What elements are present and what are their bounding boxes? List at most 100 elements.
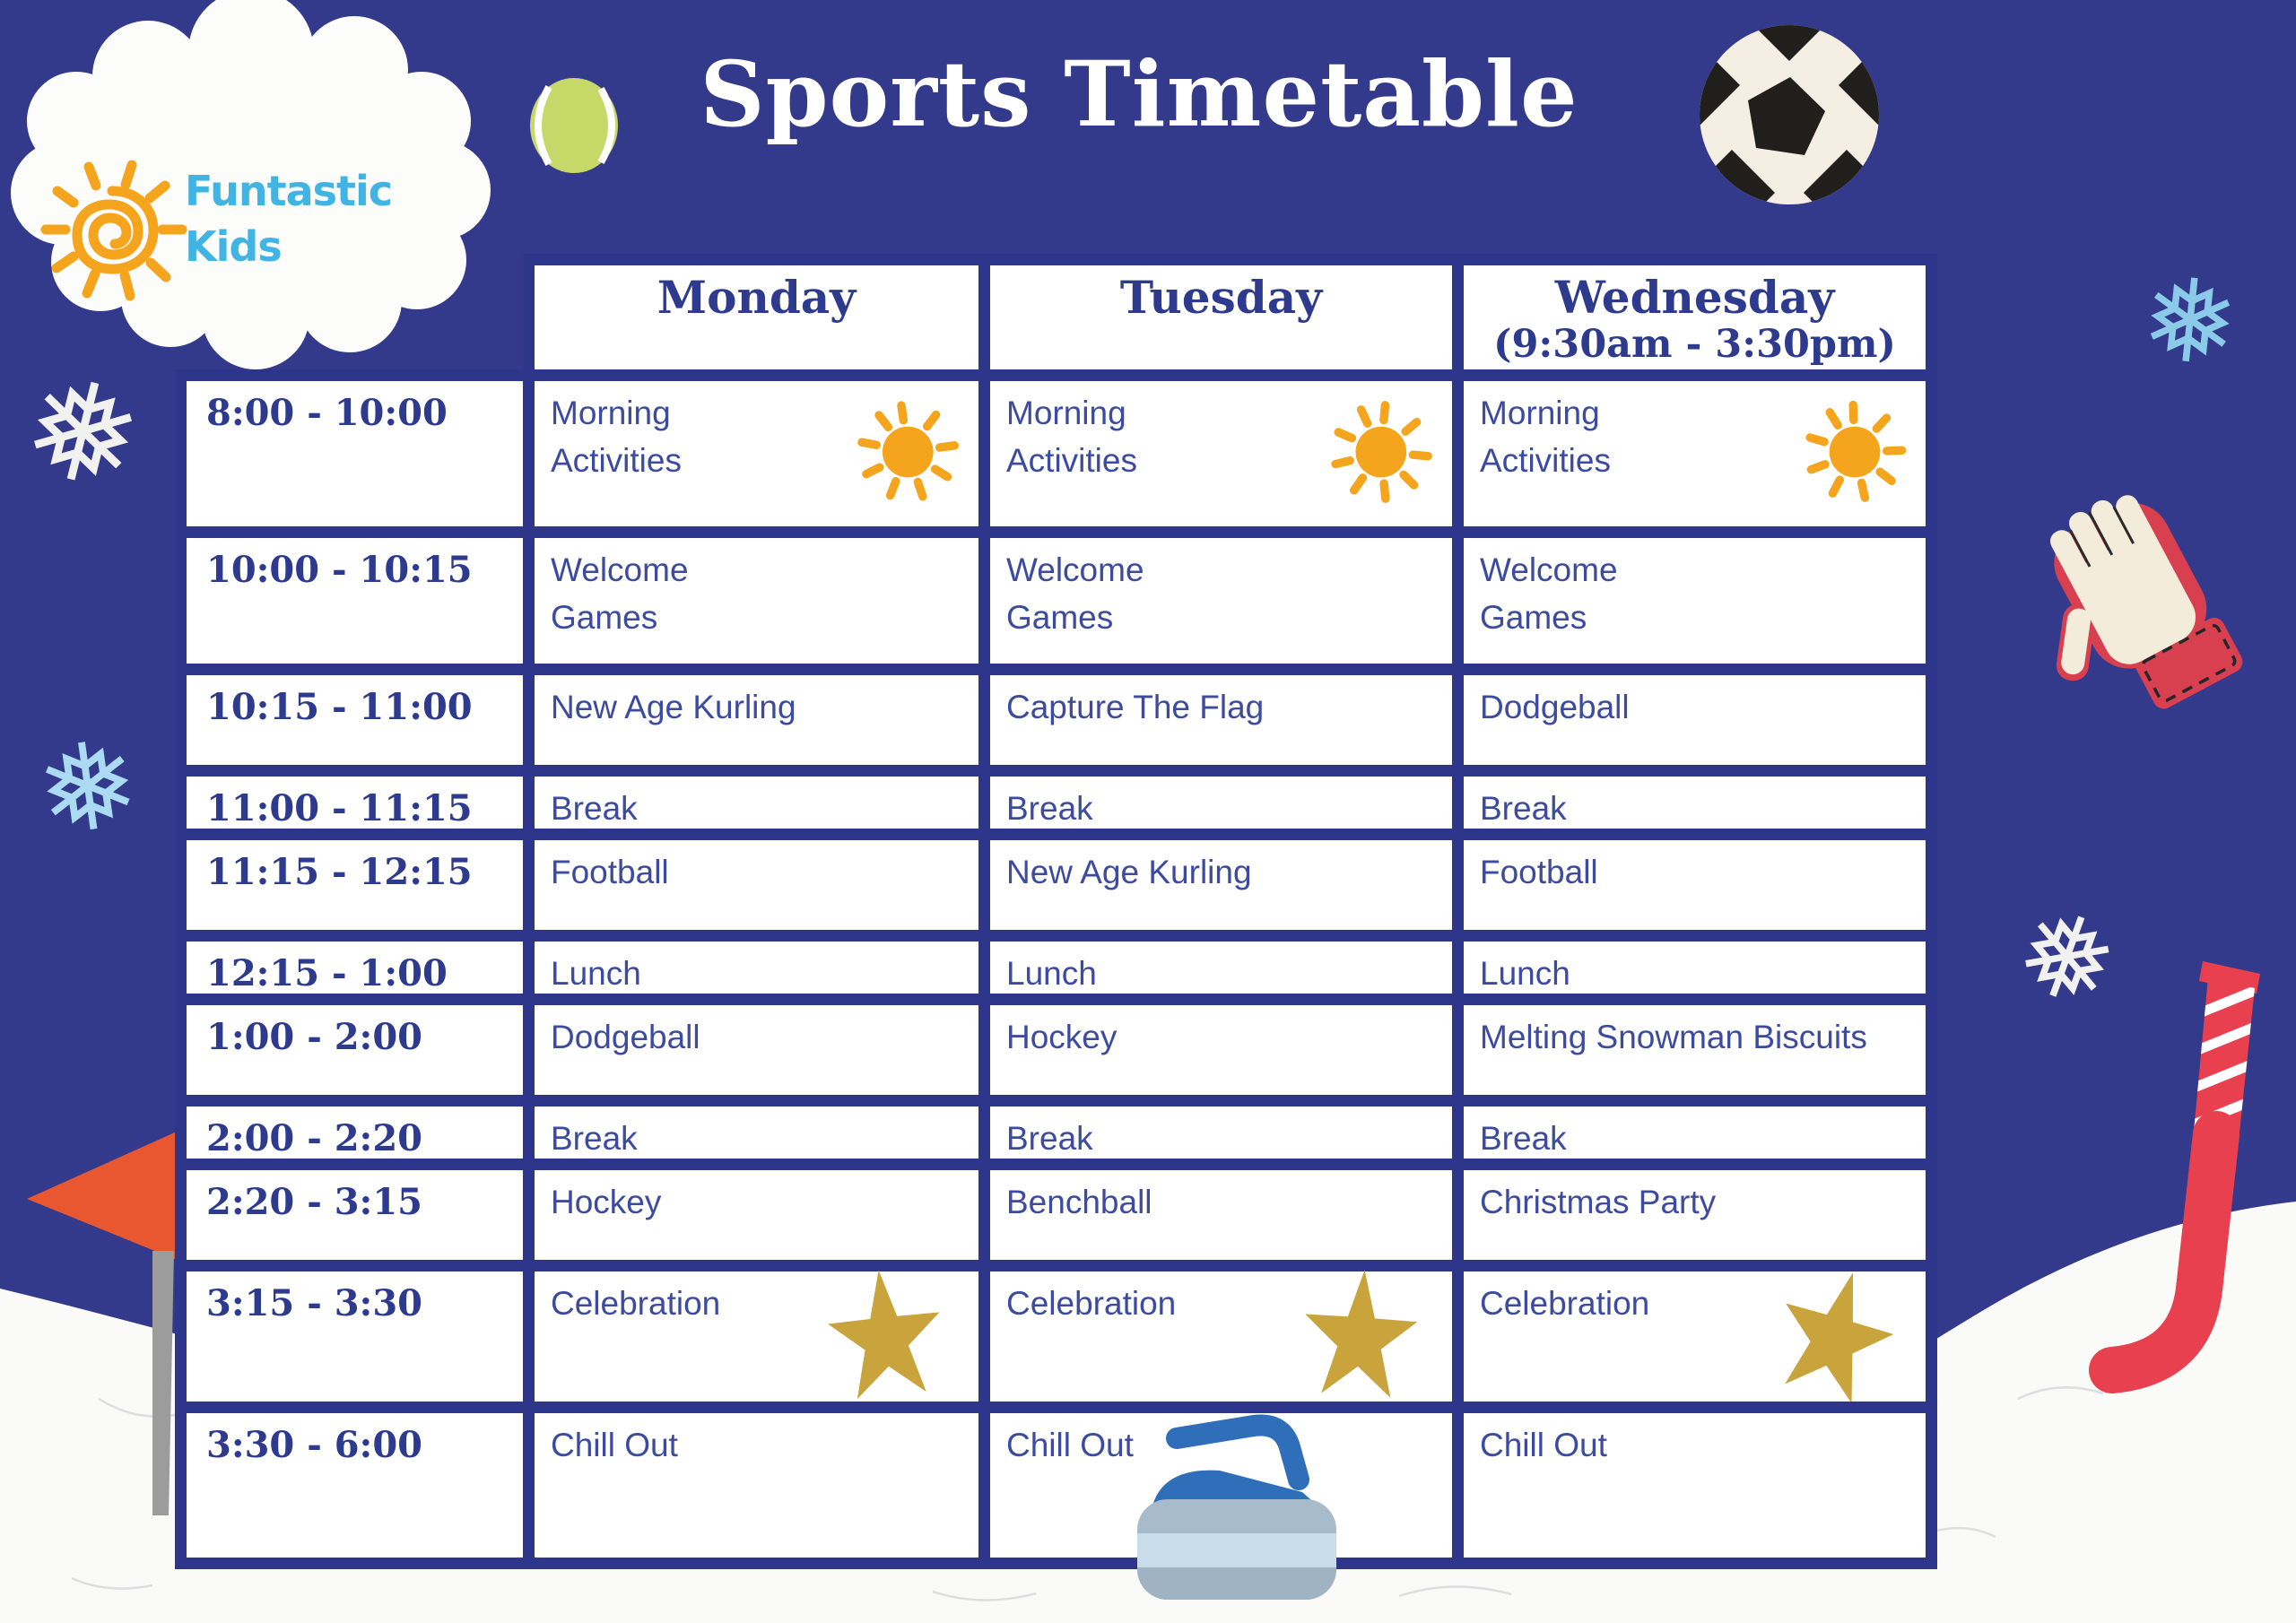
time-cell: 11:15 - 12:15 xyxy=(187,840,523,930)
activity-label: Dodgeball xyxy=(1480,689,1630,725)
activity-label: Lunch xyxy=(1006,955,1097,992)
activity-label: Break xyxy=(1480,790,1567,827)
day-header-monday: Monday xyxy=(535,265,978,369)
activity-label: Benchball xyxy=(1006,1184,1152,1220)
activity-label: Lunch xyxy=(1480,955,1570,992)
activity-label: Welcome Games xyxy=(1480,551,1618,636)
star-icon xyxy=(1305,1270,1418,1399)
activity-cell: Benchball xyxy=(990,1170,1452,1260)
activity-cell: Hockey xyxy=(990,1005,1452,1095)
day-label: Tuesday xyxy=(1119,271,1323,324)
activity-label: Celebration xyxy=(1480,1285,1650,1322)
activity-cell: Break xyxy=(990,777,1452,829)
activity-label: Welcome Games xyxy=(551,551,689,636)
snowflake-icon: ❅ xyxy=(28,711,148,865)
activity-label: Football xyxy=(1480,854,1598,890)
activity-label: Dodgeball xyxy=(551,1019,700,1055)
activity-label: Football xyxy=(551,854,669,890)
logo-text-line2: Kids xyxy=(185,222,283,271)
activity-cell: Lunch xyxy=(535,942,978,994)
activity-label: Welcome Games xyxy=(1006,551,1144,636)
activity-cell: Break xyxy=(1464,1107,1926,1159)
time-cell: 12:15 - 1:00 xyxy=(187,942,523,994)
activity-label: Lunch xyxy=(551,955,641,992)
activity-cell: Morning Activities xyxy=(1464,381,1926,526)
activity-cell: Chill Out xyxy=(990,1413,1452,1558)
activity-cell: Dodgeball xyxy=(535,1005,978,1095)
activity-cell: New Age Kurling xyxy=(535,675,978,765)
activity-cell: Break xyxy=(535,777,978,829)
day-sublabel: (9:30am - 3:30pm) xyxy=(1493,322,1896,367)
time-cell: 10:00 - 10:15 xyxy=(187,538,523,664)
activity-label: Chill Out xyxy=(551,1427,678,1463)
sun-icon xyxy=(857,401,960,501)
day-label: Wednesday xyxy=(1554,271,1835,324)
activity-cell: Welcome Games xyxy=(990,538,1452,664)
star-icon xyxy=(827,1270,940,1400)
sun-icon xyxy=(1805,400,1907,502)
activity-label: Break xyxy=(1480,1120,1567,1157)
activity-cell: Celebration xyxy=(535,1270,978,1402)
activity-cell: Lunch xyxy=(990,942,1452,994)
activity-label: Melting Snowman Biscuits xyxy=(1480,1019,1867,1055)
time-cell: 2:20 - 3:15 xyxy=(187,1170,523,1260)
activity-cell: Break xyxy=(535,1107,978,1159)
activity-cell: Football xyxy=(535,840,978,930)
time-cell: 3:15 - 3:30 xyxy=(187,1271,523,1402)
snowflake-icon: ❅ xyxy=(1997,880,2135,1038)
activity-label: Morning Activities xyxy=(1480,395,1611,479)
activity-cell: Morning Activities xyxy=(535,381,978,526)
time-cell: 2:00 - 2:20 xyxy=(187,1107,523,1159)
activity-label: Celebration xyxy=(1006,1285,1177,1322)
activity-label: Break xyxy=(1006,790,1093,827)
goalkeeper-glove-icon xyxy=(2050,495,2243,709)
time-cell: 3:30 - 6:00 xyxy=(187,1413,523,1558)
activity-cell: Chill Out xyxy=(1464,1413,1926,1558)
activity-cell: Melting Snowman Biscuits xyxy=(1464,1005,1926,1095)
activity-cell: Break xyxy=(1464,777,1926,829)
activity-label: Chill Out xyxy=(1006,1427,1134,1463)
activity-label: New Age Kurling xyxy=(551,689,796,725)
activity-label: Break xyxy=(551,790,638,827)
timetable: Monday Tuesday Wednesday (9:30am - 3:30p… xyxy=(187,265,1926,1558)
activity-label: Hockey xyxy=(1006,1019,1118,1055)
activity-label: Celebration xyxy=(551,1285,721,1322)
activity-cell: Christmas Party xyxy=(1464,1170,1926,1260)
corner-flag-icon xyxy=(27,1132,177,1260)
flag-pole xyxy=(152,1251,174,1515)
sun-icon xyxy=(40,160,187,301)
activity-label: Christmas Party xyxy=(1480,1184,1717,1220)
activity-cell: Welcome Games xyxy=(535,538,978,664)
activity-cell: Chill Out xyxy=(535,1413,978,1558)
activity-cell: Break xyxy=(990,1107,1452,1159)
activity-cell: Hockey xyxy=(535,1170,978,1260)
activity-cell: Celebration xyxy=(1464,1271,1926,1403)
logo-text-line1: Funtastic xyxy=(185,167,393,215)
activity-cell: Morning Activities xyxy=(990,381,1452,526)
activity-cell: Welcome Games xyxy=(1464,538,1926,664)
activity-cell: Football xyxy=(1464,840,1926,930)
activity-cell: Dodgeball xyxy=(1464,675,1926,765)
day-header-wednesday: Wednesday (9:30am - 3:30pm) xyxy=(1464,265,1926,369)
corner-cell xyxy=(187,265,523,369)
activity-label: Morning Activities xyxy=(1006,395,1137,479)
activity-cell: Capture The Flag xyxy=(990,675,1452,765)
hockey-stick-icon xyxy=(2089,961,2260,1393)
activity-label: Break xyxy=(1006,1120,1093,1157)
activity-label: Capture The Flag xyxy=(1006,689,1265,725)
sun-icon xyxy=(1331,401,1432,503)
activity-cell: Celebration xyxy=(990,1270,1452,1402)
page-title: Sports Timetable xyxy=(700,41,1578,147)
snowflake-icon: ❅ xyxy=(2135,250,2245,395)
activity-label: Hockey xyxy=(551,1184,662,1220)
star-icon xyxy=(1785,1272,1894,1403)
tennis-ball-icon xyxy=(530,78,618,173)
activity-label: Break xyxy=(551,1120,638,1157)
time-cell: 10:15 - 11:00 xyxy=(187,675,523,765)
activity-label: Morning Activities xyxy=(551,395,682,479)
time-cell: 8:00 - 10:00 xyxy=(187,381,523,526)
day-label: Monday xyxy=(657,271,857,324)
snowflake-icon: ❅ xyxy=(7,343,157,525)
time-cell: 11:00 - 11:15 xyxy=(187,777,523,829)
